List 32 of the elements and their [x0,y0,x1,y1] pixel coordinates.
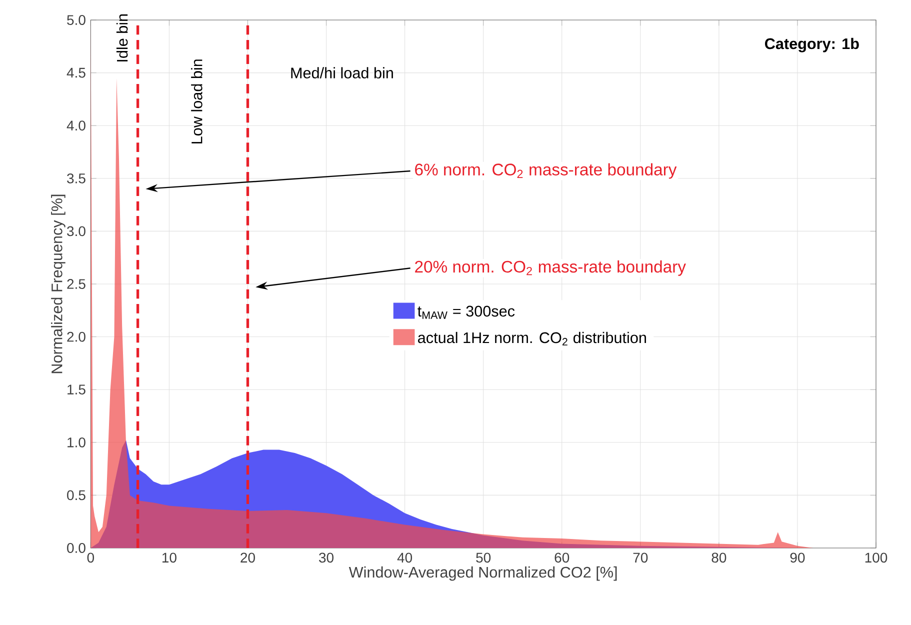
y-tick-label: 4.0 [66,120,86,131]
x-tick-label: 60 [554,552,570,563]
ref-line-label: 6% norm. CO$_{2}$ mass-rate boundary [415,163,677,179]
x-tick-label: 100 [865,552,888,563]
annotation: Category: 1b [764,38,859,52]
y-tick-label: 5.0 [67,15,86,25]
y-tick-label: 4.5 [66,68,86,78]
x-tick-label: 0 [87,552,94,563]
annotation: Idle bin [116,14,128,62]
x-tick-label: 50 [476,552,491,563]
y-tick-label: 3.5 [67,173,86,184]
x-axis-title: Window-Averaged Normalized CO2 [%] [348,566,617,581]
y-axis-title: Normalized Frequency [%] [51,194,66,374]
x-tick-label: 40 [397,552,412,563]
y-tick-label: 3.0 [67,226,86,236]
legend-label: actual 1Hz norm. CO$_{2}$ distribution [418,332,646,346]
legend-label: t$_{MAW}$ = 300sec [418,306,515,319]
x-tick-label: 10 [162,552,176,563]
y-tick-label: 2.0 [67,332,86,342]
y-tick-label: 0.0 [67,543,86,553]
x-tick-label: 90 [790,552,805,563]
x-tick-label: 80 [712,552,726,563]
annotation: Med/hi load bin [291,67,393,78]
x-tick-label: 20 [240,552,255,563]
ref-line-label: 20% norm. CO$_{2}$ mass-rate boundary [415,260,686,276]
annotation: Low load bin [191,60,202,144]
y-tick-label: 1.5 [68,384,86,394]
x-tick-label: 70 [633,552,648,563]
y-tick-label: 1.0 [68,437,86,448]
y-tick-label: 2.5 [67,279,86,289]
x-tick-label: 30 [319,552,334,563]
y-tick-label: 0.5 [67,490,86,500]
